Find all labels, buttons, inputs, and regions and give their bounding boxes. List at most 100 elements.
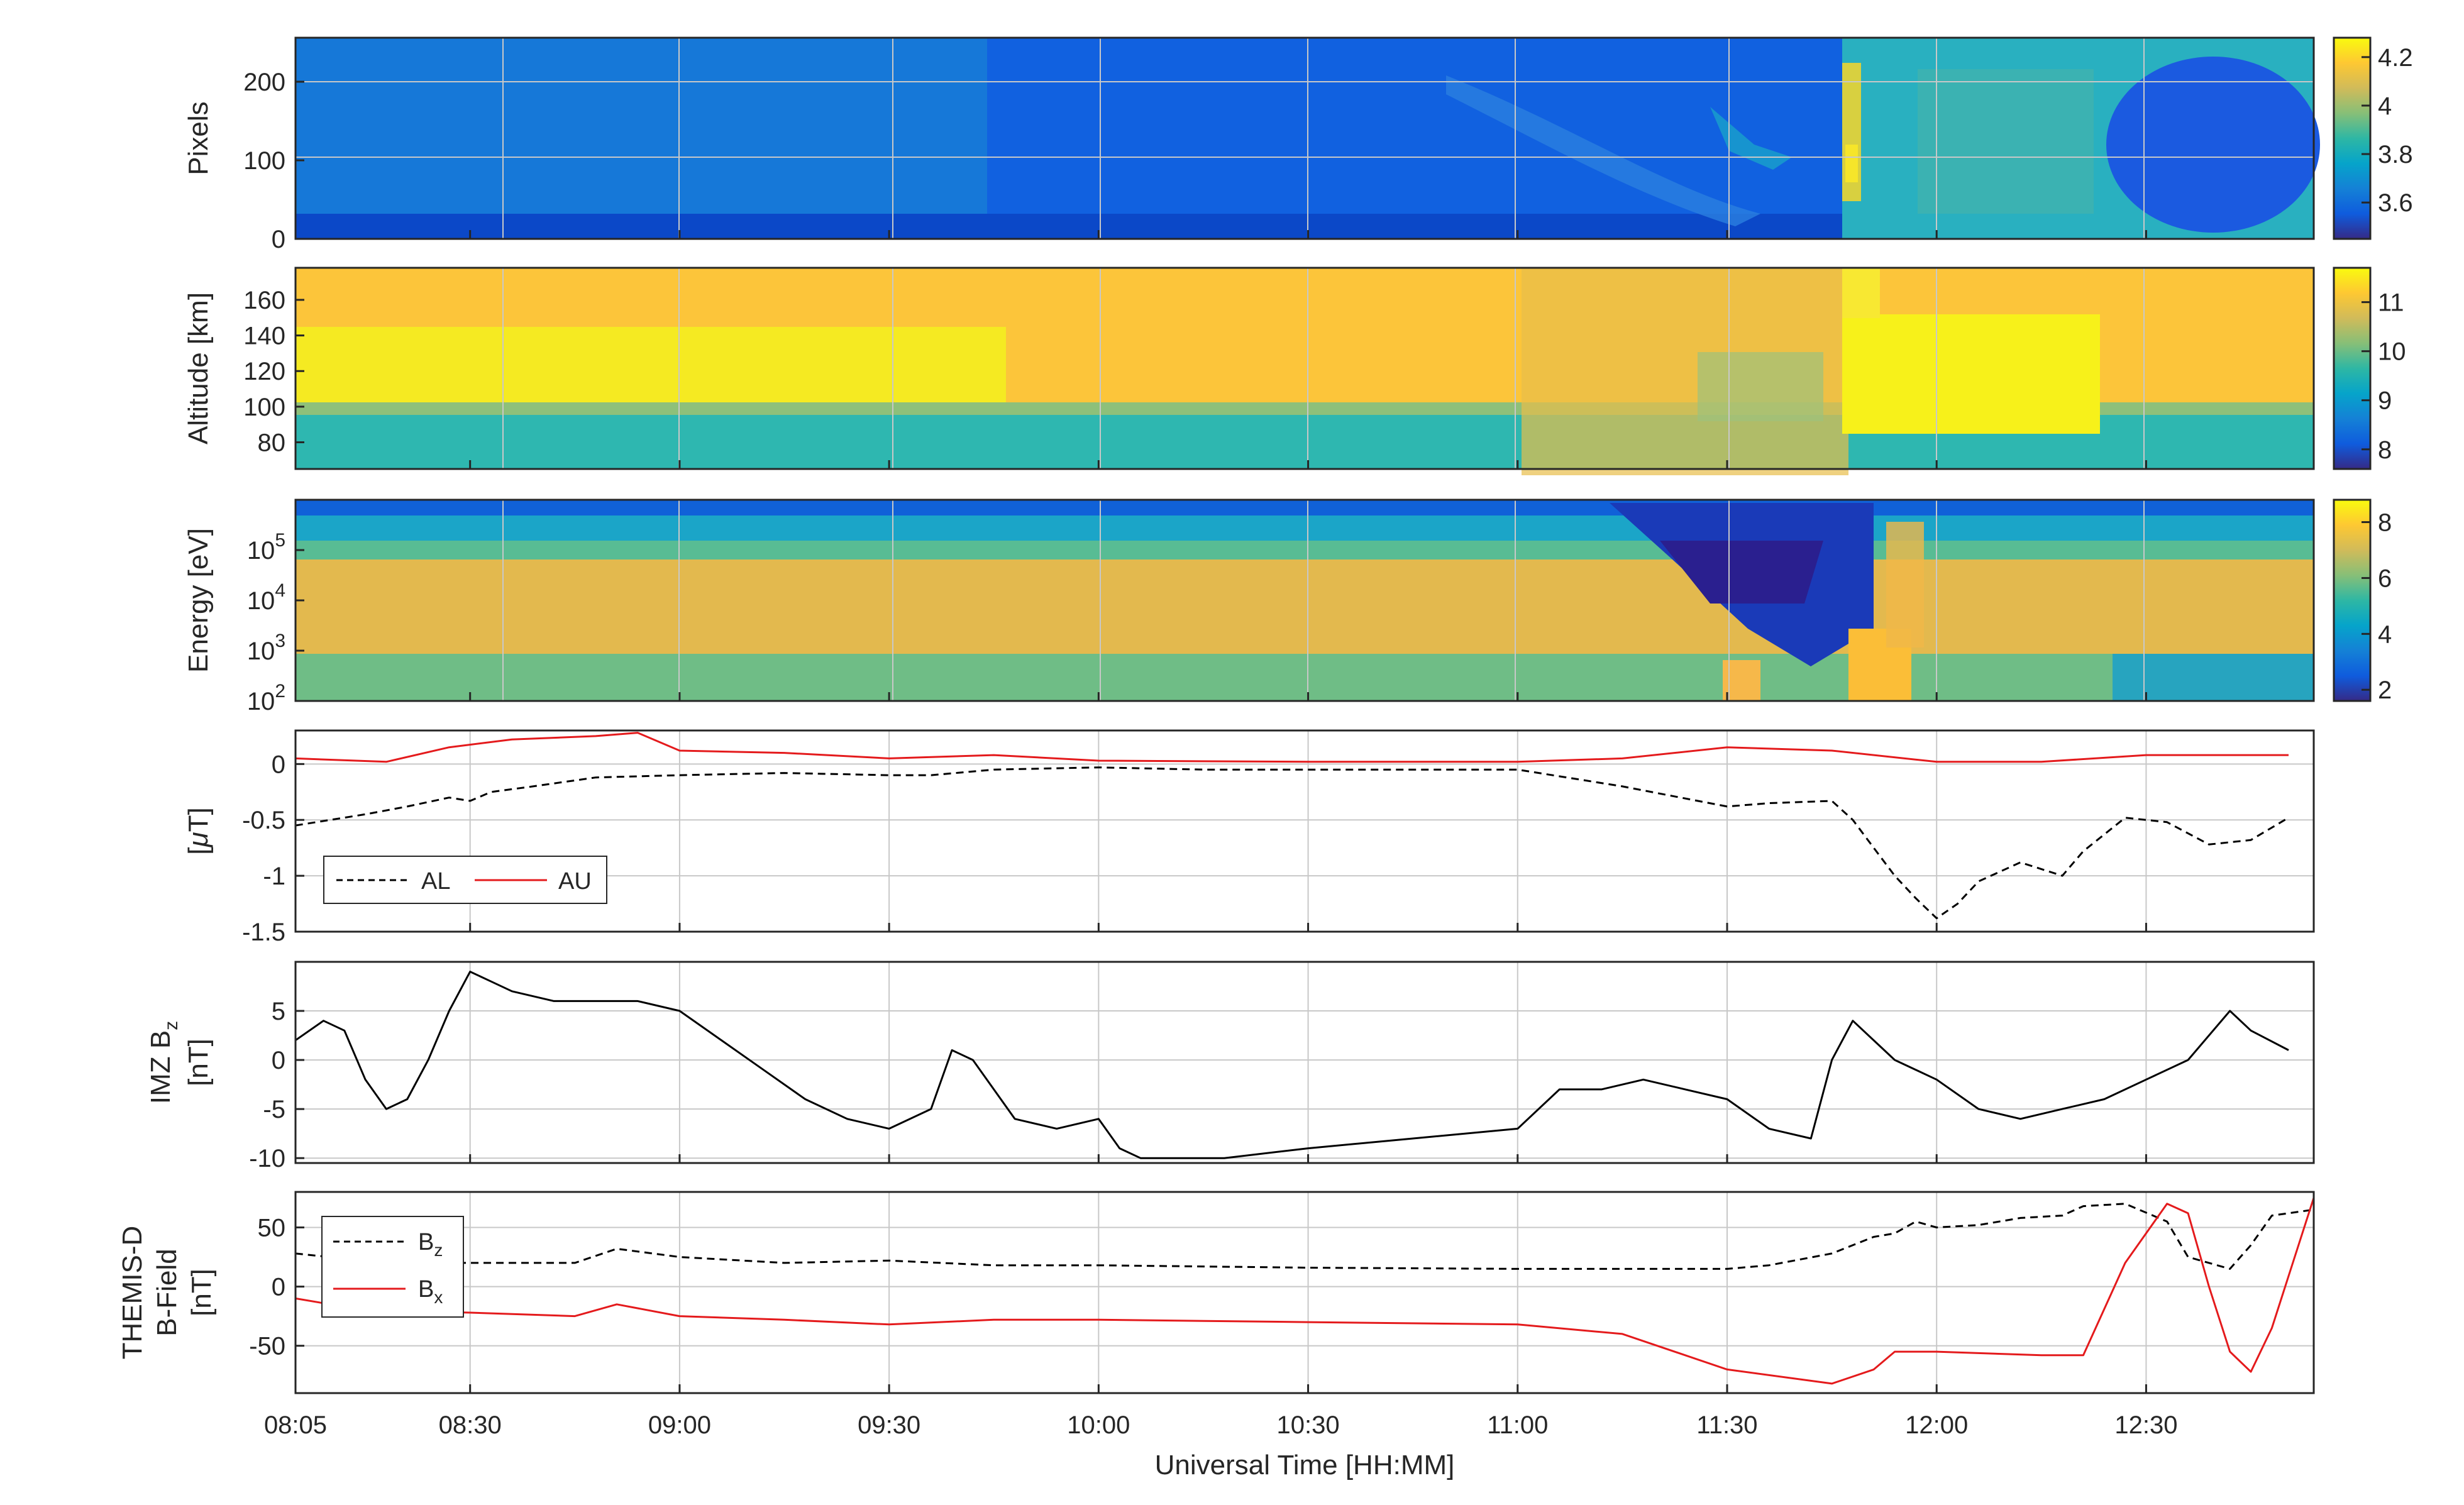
ytick-label: 102 — [247, 681, 285, 715]
ylabel-themis-line1: THEMIS-D — [117, 1226, 148, 1360]
legend-label-bz: Bz — [418, 1229, 443, 1260]
yticks-pixels: 0 100 200 — [243, 69, 304, 253]
ytick-label: -50 — [249, 1333, 285, 1360]
legend-bz-sub: z — [434, 1240, 443, 1260]
legend-bz-main: B — [418, 1229, 434, 1255]
ytick-label: 140 — [243, 322, 285, 350]
colorbar-ticks-energy: 2 4 6 8 — [2362, 509, 2392, 704]
series-imz-bz — [294, 971, 2289, 1159]
ytick-label: 160 — [243, 287, 285, 314]
legend-label-bx: Bx — [418, 1276, 443, 1307]
xtick-label: 08:30 — [439, 1411, 502, 1439]
gridlines-altitude — [502, 268, 2145, 469]
colorbar-ticks-altitude: 8 9 10 11 — [2362, 289, 2406, 464]
series-line-4-1 — [295, 732, 2289, 763]
series-themis — [295, 1197, 2315, 1385]
yticks-themis: -50 0 50 — [249, 1214, 304, 1360]
colorbar-energy — [2333, 499, 2372, 702]
ytick-label: -10 — [249, 1145, 285, 1172]
colorbar-tick-label: 3.8 — [2378, 141, 2413, 168]
heatmap-pixels — [296, 38, 2320, 239]
ylabel-energy: Energy [eV] — [183, 528, 214, 673]
xtick-label: 09:30 — [858, 1411, 920, 1439]
heatmap-energy — [296, 500, 2314, 701]
axes-themis — [294, 1191, 2315, 1394]
ytick-label: 120 — [243, 358, 285, 385]
series-al-au — [295, 732, 2289, 920]
xticks-themis: 08:05 08:30 09:00 09:30 10:00 10:30 11:00 11:30… — [264, 230, 2177, 1439]
yticks-al-au: -1.5 -1 -0.5 0 — [242, 751, 304, 946]
colorbar-ticks-pixels: 3.6 3.8 4 4.2 — [2362, 44, 2413, 217]
legend-label-au: AU — [558, 868, 592, 895]
yticks-altitude: 80 100 120 140 160 — [243, 287, 304, 457]
panel-altitude: 80 100 120 140 160 Altitude [km] 8 9 10 11 — [183, 267, 2406, 475]
axes-al-au — [294, 729, 2315, 933]
gridlines-pixels — [296, 38, 2314, 239]
axes-imz-bz — [294, 961, 2315, 1164]
ylabel-altitude: Altitude [km] — [183, 292, 214, 444]
ylabel-themis-line3: [nT] — [186, 1269, 217, 1316]
ytick-label: 105 — [247, 530, 285, 565]
ytick-label: -5 — [263, 1096, 285, 1123]
panel-imz-bz: -10 -5 0 5 IMZ Bz [nT] — [145, 961, 2315, 1172]
xtick-label: 12:30 — [2114, 1411, 2177, 1439]
ylabel-themis-line2: B-Field — [152, 1249, 182, 1336]
panel-al-au: -1.5 -1 -0.5 0 [μT] AL AU — [183, 729, 2315, 946]
colorbar-tick-label: 11 — [2378, 289, 2404, 317]
legend-label-al: AL — [421, 868, 450, 895]
gridlines-imz-bz — [296, 962, 2314, 1163]
ytick-label: 0 — [272, 226, 285, 253]
colorbar-tick-label: 8 — [2378, 509, 2392, 537]
ylabel-imz-bz-sub: z — [161, 1021, 182, 1030]
xtick-label: 10:00 — [1067, 1411, 1130, 1439]
axes-altitude — [294, 267, 2315, 470]
legend-bx-sub: x — [434, 1287, 443, 1307]
ytick-label: 50 — [258, 1214, 286, 1242]
colorbar-tick-label: 3.6 — [2378, 189, 2413, 217]
panel-energy: 102 103 104 105 Energy [eV] 2 4 6 8 — [183, 499, 2392, 715]
xtick-label: 11:30 — [1696, 1411, 1757, 1439]
colorbar-tick-label: 2 — [2378, 676, 2392, 704]
colorbar-tick-label: 6 — [2378, 565, 2392, 592]
ytick-label: 103 — [247, 631, 285, 665]
colorbar-tick-label: 4.2 — [2378, 44, 2413, 72]
colorbar-tick-label: 4 — [2378, 620, 2392, 648]
xtick-label: 11:00 — [1487, 1411, 1548, 1439]
gridlines-energy — [502, 500, 2145, 701]
ytick-label: 104 — [247, 580, 285, 615]
ytick-label: -1.5 — [242, 918, 285, 946]
series-line-6-1 — [295, 1197, 2315, 1385]
ytick-label: 0 — [272, 1047, 285, 1074]
ytick-label: 0 — [272, 751, 285, 778]
colorbar-tick-label: 10 — [2378, 338, 2406, 366]
gridlines-themis — [296, 1192, 2314, 1393]
yticks-imz-bz: -10 -5 0 5 — [249, 998, 304, 1172]
ytick-label: -1 — [263, 863, 285, 890]
series-line-5-0 — [294, 971, 2289, 1159]
ylabel-imz-bz-line1: IMZ Bz — [145, 1021, 182, 1104]
xtick-label: 09:00 — [648, 1411, 711, 1439]
colorbar-pixels — [2333, 36, 2372, 240]
series-line-4-0 — [295, 766, 2289, 920]
ylabel-imz-bz-main: IMZ B — [145, 1030, 176, 1104]
yticks-energy: 102 103 104 105 — [247, 530, 304, 715]
ytick-label: 100 — [243, 394, 285, 421]
colorbar-tick-label: 8 — [2378, 436, 2392, 464]
panel-pixels: 0 100 200 Pixels 3.6 3.8 4 4.2 — [183, 36, 2413, 253]
heatmap-altitude — [296, 268, 2314, 475]
ytick-label: 0 — [272, 1274, 285, 1301]
axes-pixels — [294, 36, 2315, 240]
legend-bx-main: B — [418, 1276, 434, 1303]
ytick-label: 200 — [243, 69, 285, 96]
series-line-6-0 — [295, 1203, 2314, 1270]
ylabel-unit: T] — [183, 807, 214, 832]
colorbar-altitude — [2333, 267, 2372, 470]
ytick-label: 5 — [272, 998, 285, 1025]
xtick-label: 12:00 — [1905, 1411, 1968, 1439]
ytick-label: -0.5 — [242, 807, 285, 834]
legend-al-au: AL AU — [323, 856, 607, 904]
xtick-label: 10:30 — [1277, 1411, 1340, 1439]
xtick-label: 08:05 — [264, 1411, 327, 1439]
